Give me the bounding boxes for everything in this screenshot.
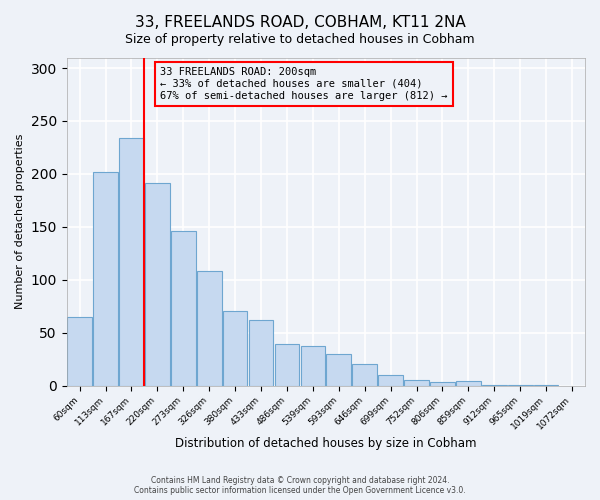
Bar <box>430 382 455 386</box>
Bar <box>534 384 559 386</box>
Bar <box>171 231 196 386</box>
Bar <box>482 384 506 386</box>
Text: 33, FREELANDS ROAD, COBHAM, KT11 2NA: 33, FREELANDS ROAD, COBHAM, KT11 2NA <box>134 15 466 30</box>
Bar <box>119 138 144 386</box>
Bar <box>249 320 274 386</box>
Bar <box>223 312 247 386</box>
X-axis label: Distribution of detached houses by size in Cobham: Distribution of detached houses by size … <box>175 437 476 450</box>
Text: Contains HM Land Registry data © Crown copyright and database right 2024.
Contai: Contains HM Land Registry data © Crown c… <box>134 476 466 495</box>
Text: 33 FREELANDS ROAD: 200sqm
← 33% of detached houses are smaller (404)
67% of semi: 33 FREELANDS ROAD: 200sqm ← 33% of detac… <box>160 68 448 100</box>
Bar <box>379 375 403 386</box>
Bar <box>352 364 377 386</box>
Bar <box>404 380 429 386</box>
Bar <box>508 384 533 386</box>
Bar <box>301 346 325 386</box>
Bar <box>456 382 481 386</box>
Bar <box>67 317 92 386</box>
Bar <box>275 344 299 386</box>
Bar <box>326 354 351 386</box>
Bar <box>145 184 170 386</box>
Text: Size of property relative to detached houses in Cobham: Size of property relative to detached ho… <box>125 32 475 46</box>
Bar <box>197 272 221 386</box>
Bar <box>93 172 118 386</box>
Y-axis label: Number of detached properties: Number of detached properties <box>15 134 25 309</box>
